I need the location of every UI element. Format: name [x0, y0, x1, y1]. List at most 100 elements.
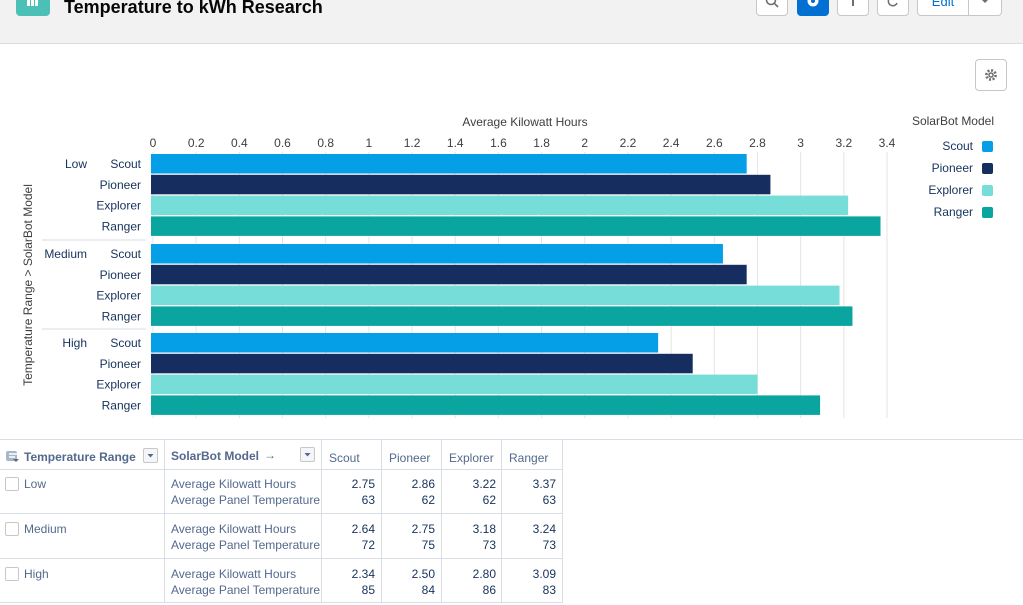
group-label: High	[62, 336, 87, 350]
table-cell: 63	[361, 493, 375, 507]
section-divider	[0, 439, 1023, 440]
table-cell: 3.09	[532, 567, 556, 581]
column-header-ranger: Ranger	[509, 451, 549, 465]
table-cell: 63	[542, 493, 556, 507]
x-tick-label: 1.8	[533, 136, 550, 150]
row-checkbox-medium[interactable]	[5, 522, 19, 536]
arrow-right-icon: →	[264, 448, 276, 462]
table-cell: 73	[542, 538, 556, 552]
legend-label: Explorer	[928, 183, 973, 197]
table-cell: 62	[421, 493, 435, 507]
legend-item-scout[interactable]: Scout	[900, 138, 993, 154]
x-tick-label: 3.4	[879, 136, 896, 150]
metric-label: Average Panel Temperature	[171, 538, 320, 552]
bar-scout	[151, 154, 747, 174]
table-cell: 62	[482, 493, 496, 507]
x-tick-label: 1.4	[447, 136, 464, 150]
group-label: Medium	[44, 247, 87, 261]
lock-icon	[852, 0, 854, 6]
bar-ranger	[151, 216, 881, 236]
bar-pioneer	[151, 174, 771, 195]
x-tick-label: 1	[366, 136, 373, 150]
table-cell: 2.86	[411, 477, 435, 491]
bar-scout	[151, 244, 723, 264]
x-tick-label: 2	[581, 136, 588, 150]
x-tick-label: 2.6	[706, 136, 723, 150]
legend-item-pioneer[interactable]: Pioneer	[900, 160, 993, 176]
table-cell: 3.37	[532, 477, 556, 491]
page-title: Temperature to kWh Research	[64, 0, 323, 17]
chevron-down-icon	[147, 454, 154, 458]
legend-title: SolarBot Model	[911, 114, 994, 128]
bar-ranger	[151, 306, 853, 326]
search-button[interactable]	[756, 0, 788, 16]
bar-chart: 0 0.2 0.4 0.6 0.8 1 1.2 1.4 1.6 1.8 2 2.2 2.4 2.6 2.8 3…	[0, 100, 1023, 430]
x-tick-label: 0.2	[188, 136, 205, 150]
solarbot-model-dropdown[interactable]	[300, 447, 315, 462]
category-label: Ranger	[102, 398, 141, 412]
legend-label: Pioneer	[931, 161, 973, 175]
x-tick-label: 2.4	[663, 136, 680, 150]
legend-label: Ranger	[933, 205, 973, 219]
category-label: Explorer	[96, 199, 141, 213]
lock-button[interactable]	[837, 0, 869, 16]
legend-label: Scout	[942, 139, 973, 153]
x-tick-label: 3	[797, 136, 804, 150]
bar-explorer	[151, 195, 849, 216]
x-tick-label: 0	[150, 136, 157, 150]
category-label: Scout	[110, 336, 141, 350]
metric-label: Average Kilowatt Hours	[171, 567, 297, 581]
legend-swatch	[982, 184, 993, 196]
row-checkbox-high[interactable]	[5, 567, 19, 581]
chart-settings-button[interactable]	[975, 59, 1007, 91]
legend-item-ranger[interactable]: Ranger	[900, 204, 993, 220]
legend-swatch	[982, 140, 993, 152]
more-actions-button[interactable]	[968, 0, 1002, 16]
x-tick-label: 0.8	[317, 136, 334, 150]
edit-button[interactable]: Edit	[917, 0, 969, 16]
row-label-high: High	[24, 567, 49, 581]
x-tick-label: 3.2	[835, 136, 852, 150]
x-tick-label: 0.6	[274, 136, 291, 150]
table-cell: 84	[421, 583, 435, 597]
x-axis-title: Average Kilowatt Hours	[462, 115, 587, 129]
legend-item-explorer[interactable]: Explorer	[900, 182, 993, 198]
column-header-explorer: Explorer	[449, 451, 494, 465]
row-label-medium: Medium	[24, 522, 67, 536]
temperature-range-dropdown[interactable]	[143, 448, 158, 463]
table-cell: 85	[361, 583, 375, 597]
table-cell: 2.50	[411, 567, 435, 581]
row-checkbox-low[interactable]	[5, 477, 19, 491]
metric-label: Average Panel Temperature	[171, 493, 320, 507]
gear-icon	[985, 69, 997, 81]
bar-explorer	[151, 374, 758, 395]
x-tick-label: 1.2	[404, 136, 421, 150]
bar-ranger	[151, 395, 821, 415]
page-header: Temperature to kWh Research Edit	[0, 0, 1023, 44]
refresh-icon	[887, 0, 898, 7]
category-label: Pioneer	[100, 178, 141, 192]
x-tick-label: 1.6	[490, 136, 507, 150]
search-icon	[765, 0, 779, 8]
chevron-down-icon	[982, 0, 988, 3]
table-cell: 2.34	[351, 567, 375, 581]
metric-label: Average Kilowatt Hours	[171, 522, 297, 536]
filter-button[interactable]	[797, 0, 829, 16]
category-label: Pioneer	[100, 268, 141, 282]
table-cell: 75	[421, 538, 435, 552]
temperature-range-header: Temperature Range	[24, 450, 136, 464]
row-label-low: Low	[24, 477, 47, 491]
category-label: Scout	[110, 247, 141, 261]
report-icon	[16, 0, 50, 16]
category-label: Explorer	[96, 289, 141, 303]
legend-swatch	[982, 162, 993, 174]
table-cell: 3.18	[472, 522, 496, 536]
filter-icon	[807, 0, 819, 7]
chevron-down-icon	[304, 453, 311, 457]
category-label: Explorer	[96, 378, 141, 392]
refresh-button[interactable]	[877, 0, 909, 16]
category-label: Ranger	[102, 219, 141, 233]
solarbot-model-header: SolarBot Model	[171, 449, 260, 463]
table-cell: 3.24	[532, 522, 556, 536]
table-cell: 2.80	[472, 567, 496, 581]
